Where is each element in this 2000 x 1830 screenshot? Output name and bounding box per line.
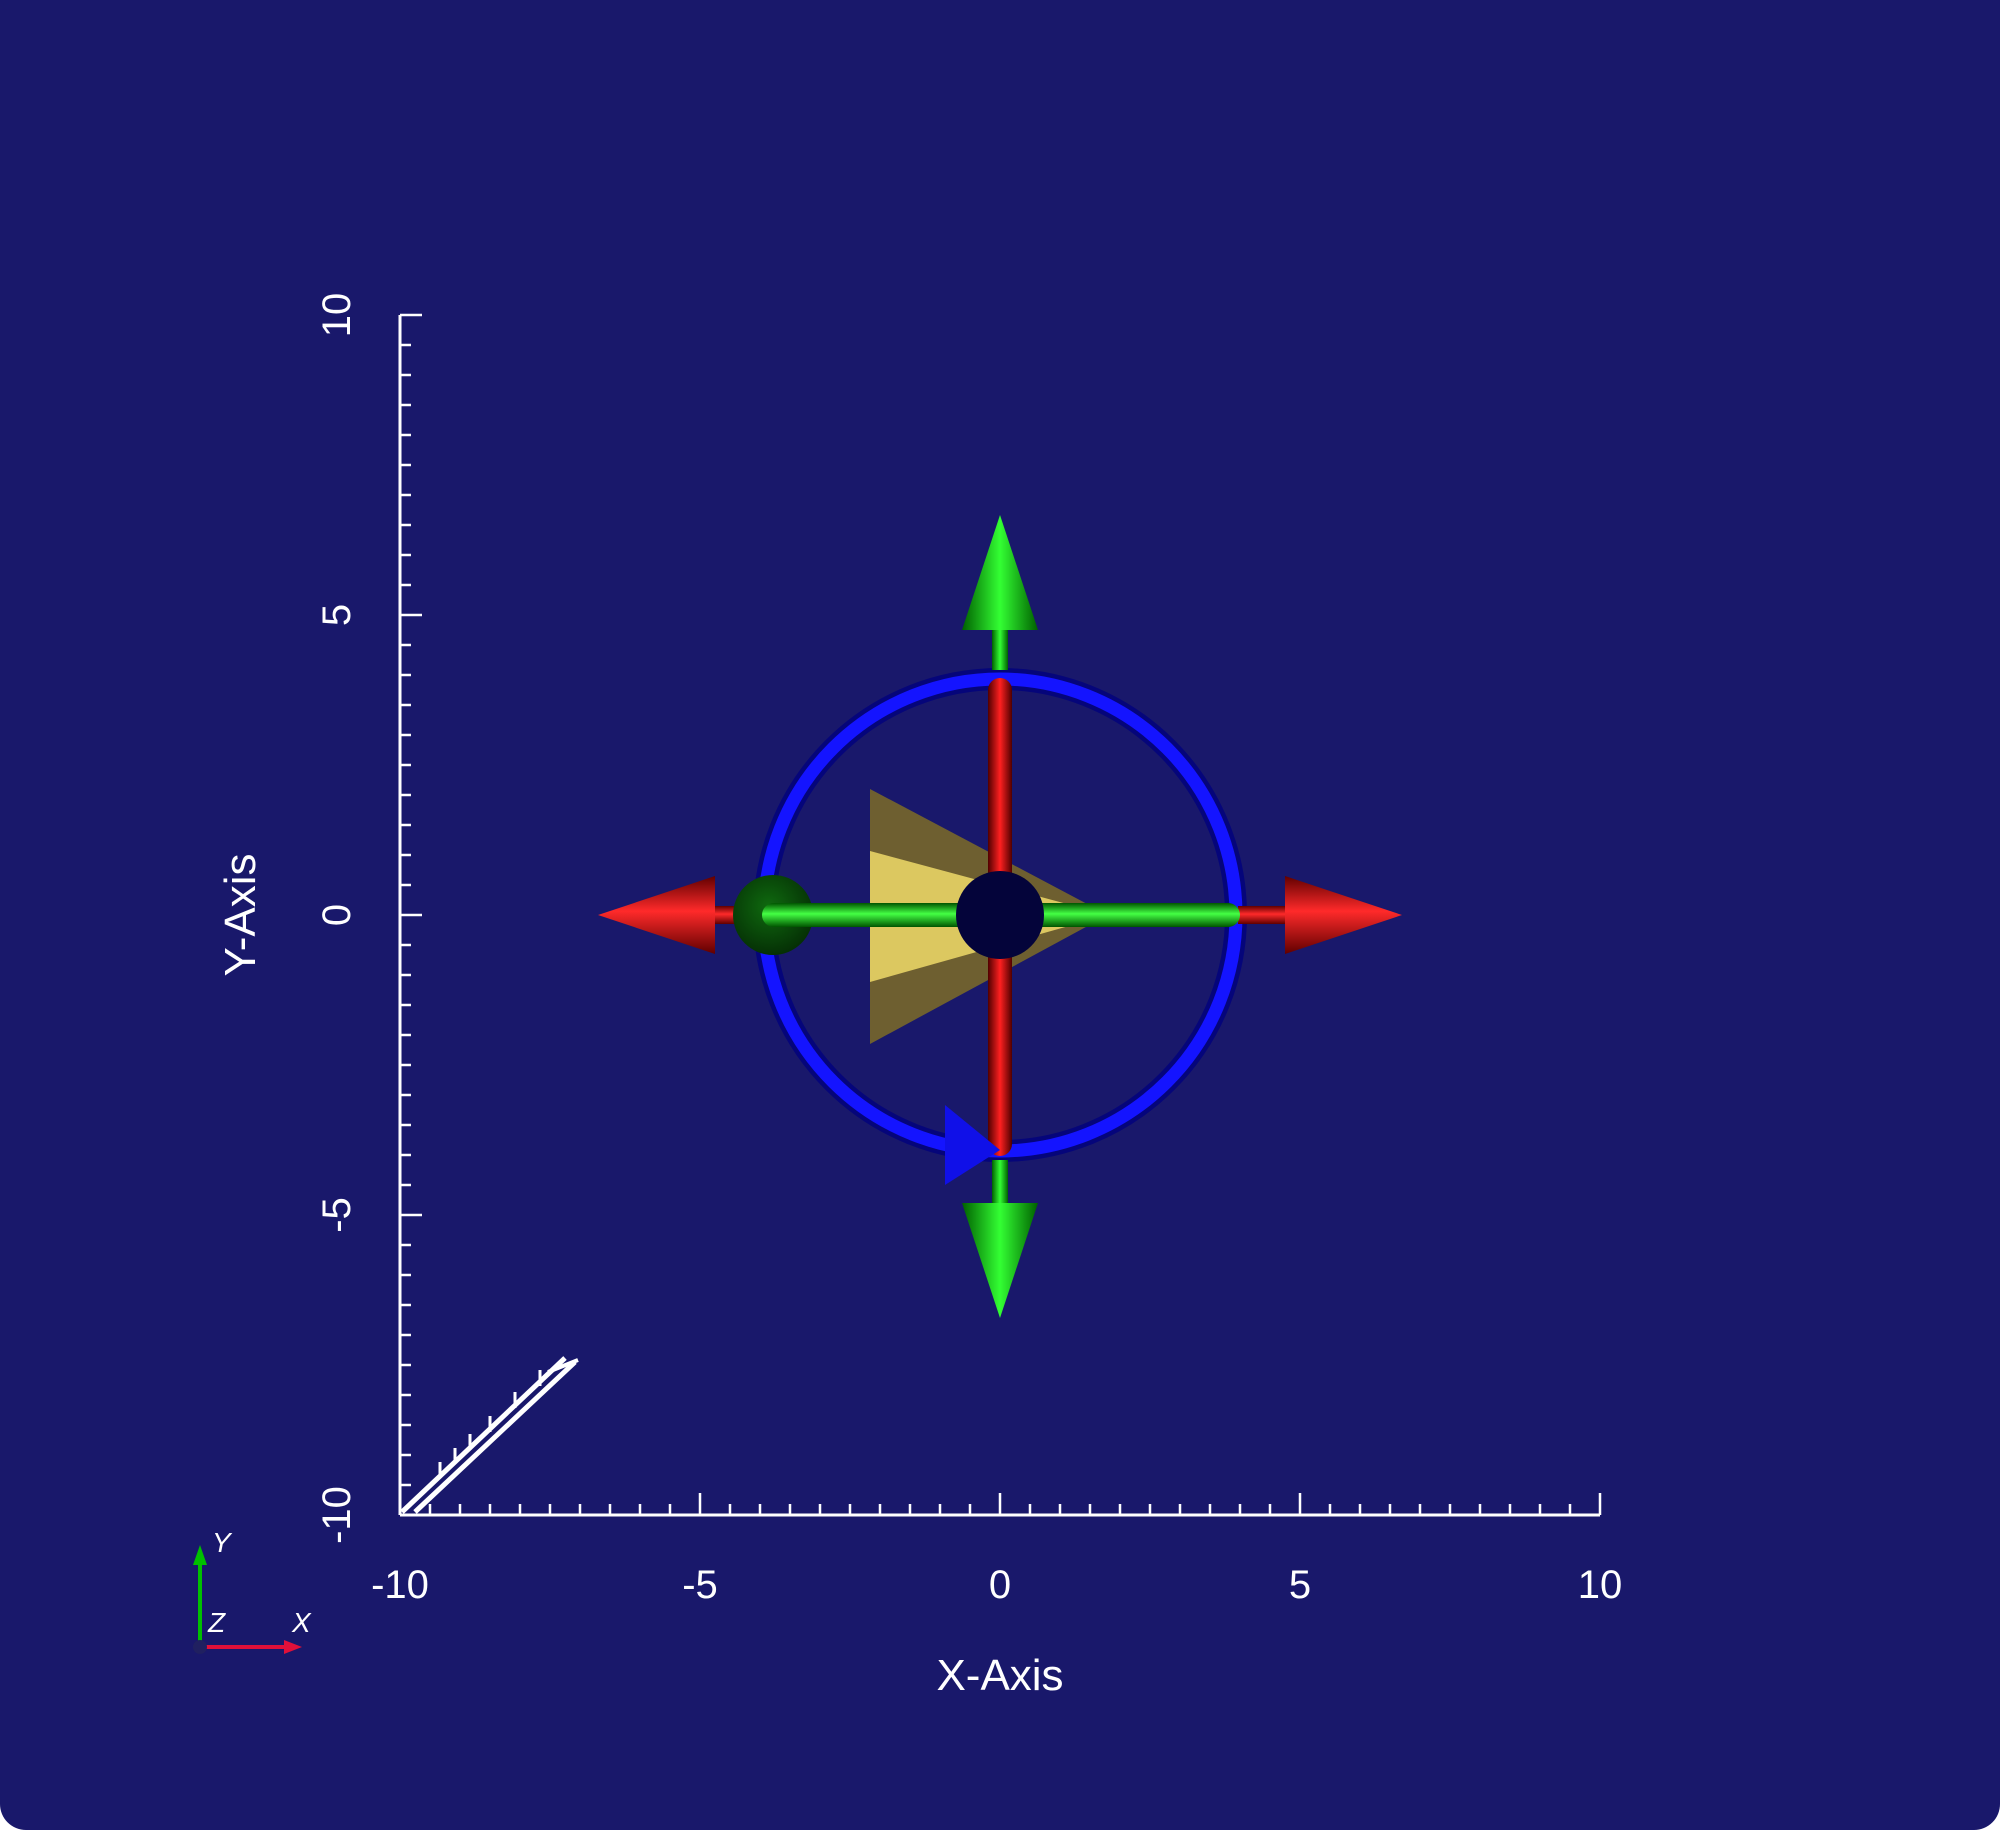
y-tick-label: 10 <box>315 293 359 338</box>
y-tick-label: -5 <box>315 1197 359 1233</box>
x-axis-ticks <box>398 1493 1602 1515</box>
y-axis: -10 -5 0 5 10 Y-Axis <box>216 293 422 1544</box>
triad-label-x: X <box>291 1607 312 1638</box>
x-axis-title: X-Axis <box>936 1651 1063 1700</box>
x-tick-label: 10 <box>1578 1563 1623 1607</box>
center-sphere-handle[interactable] <box>956 871 1044 959</box>
y-tick-label: 5 <box>315 604 359 626</box>
y-tick-label: 0 <box>315 904 359 926</box>
x-plus-arrowhead <box>1285 876 1402 954</box>
y-plus-arrowhead <box>962 515 1038 630</box>
x-axis-tick-labels: -10 -5 0 5 10 <box>371 1563 1622 1607</box>
x-tick-label: -10 <box>371 1563 429 1607</box>
x-tick-label: -5 <box>682 1563 718 1607</box>
x-tick-label: 5 <box>1289 1563 1311 1607</box>
x-axis: -10 -5 0 5 10 X-Axis <box>371 1493 1622 1700</box>
streamline-arrow <box>400 1356 579 1514</box>
x-minus-arrowhead <box>598 876 715 954</box>
triad-label-y: Y <box>212 1527 233 1558</box>
blue-cone-marker[interactable] <box>945 1105 1000 1185</box>
orientation-triad: Y Z X <box>193 1527 312 1654</box>
triad-label-z: Z <box>207 1607 226 1638</box>
y-axis-title: Y-Axis <box>216 853 265 976</box>
x-tick-label: 0 <box>989 1563 1011 1607</box>
y-axis-tick-labels: -10 -5 0 5 10 <box>315 293 359 1544</box>
transform-gizmo[interactable] <box>598 515 1402 1318</box>
y-translate-arrows[interactable] <box>962 515 1038 1318</box>
y-minus-arrowhead <box>962 1203 1038 1318</box>
y-tick-label: -10 <box>315 1486 359 1544</box>
y-axis-ticks <box>400 313 422 1517</box>
